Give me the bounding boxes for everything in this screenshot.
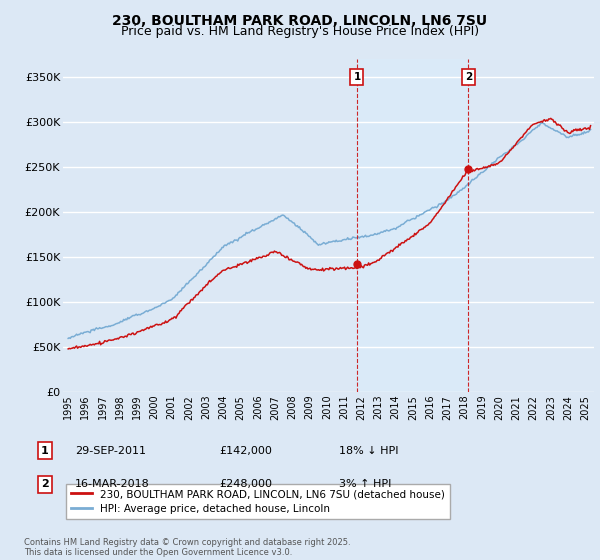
Text: 2: 2: [464, 72, 472, 82]
Bar: [357, 59, 469, 392]
Legend: 230, BOULTHAM PARK ROAD, LINCOLN, LN6 7SU (detached house), HPI: Average price, : 230, BOULTHAM PARK ROAD, LINCOLN, LN6 7S…: [65, 484, 450, 519]
Text: 1: 1: [41, 446, 49, 456]
Text: £142,000: £142,000: [219, 446, 272, 456]
Text: 230, BOULTHAM PARK ROAD, LINCOLN, LN6 7SU: 230, BOULTHAM PARK ROAD, LINCOLN, LN6 7S…: [112, 14, 488, 28]
Text: 18% ↓ HPI: 18% ↓ HPI: [339, 446, 398, 456]
Text: 29-SEP-2011: 29-SEP-2011: [75, 446, 146, 456]
Text: 3% ↑ HPI: 3% ↑ HPI: [339, 479, 391, 489]
Text: 2: 2: [41, 479, 49, 489]
Text: Contains HM Land Registry data © Crown copyright and database right 2025.
This d: Contains HM Land Registry data © Crown c…: [24, 538, 350, 557]
Text: 1: 1: [353, 72, 361, 82]
Text: 16-MAR-2018: 16-MAR-2018: [75, 479, 150, 489]
Text: £248,000: £248,000: [219, 479, 272, 489]
Text: Price paid vs. HM Land Registry's House Price Index (HPI): Price paid vs. HM Land Registry's House …: [121, 25, 479, 38]
